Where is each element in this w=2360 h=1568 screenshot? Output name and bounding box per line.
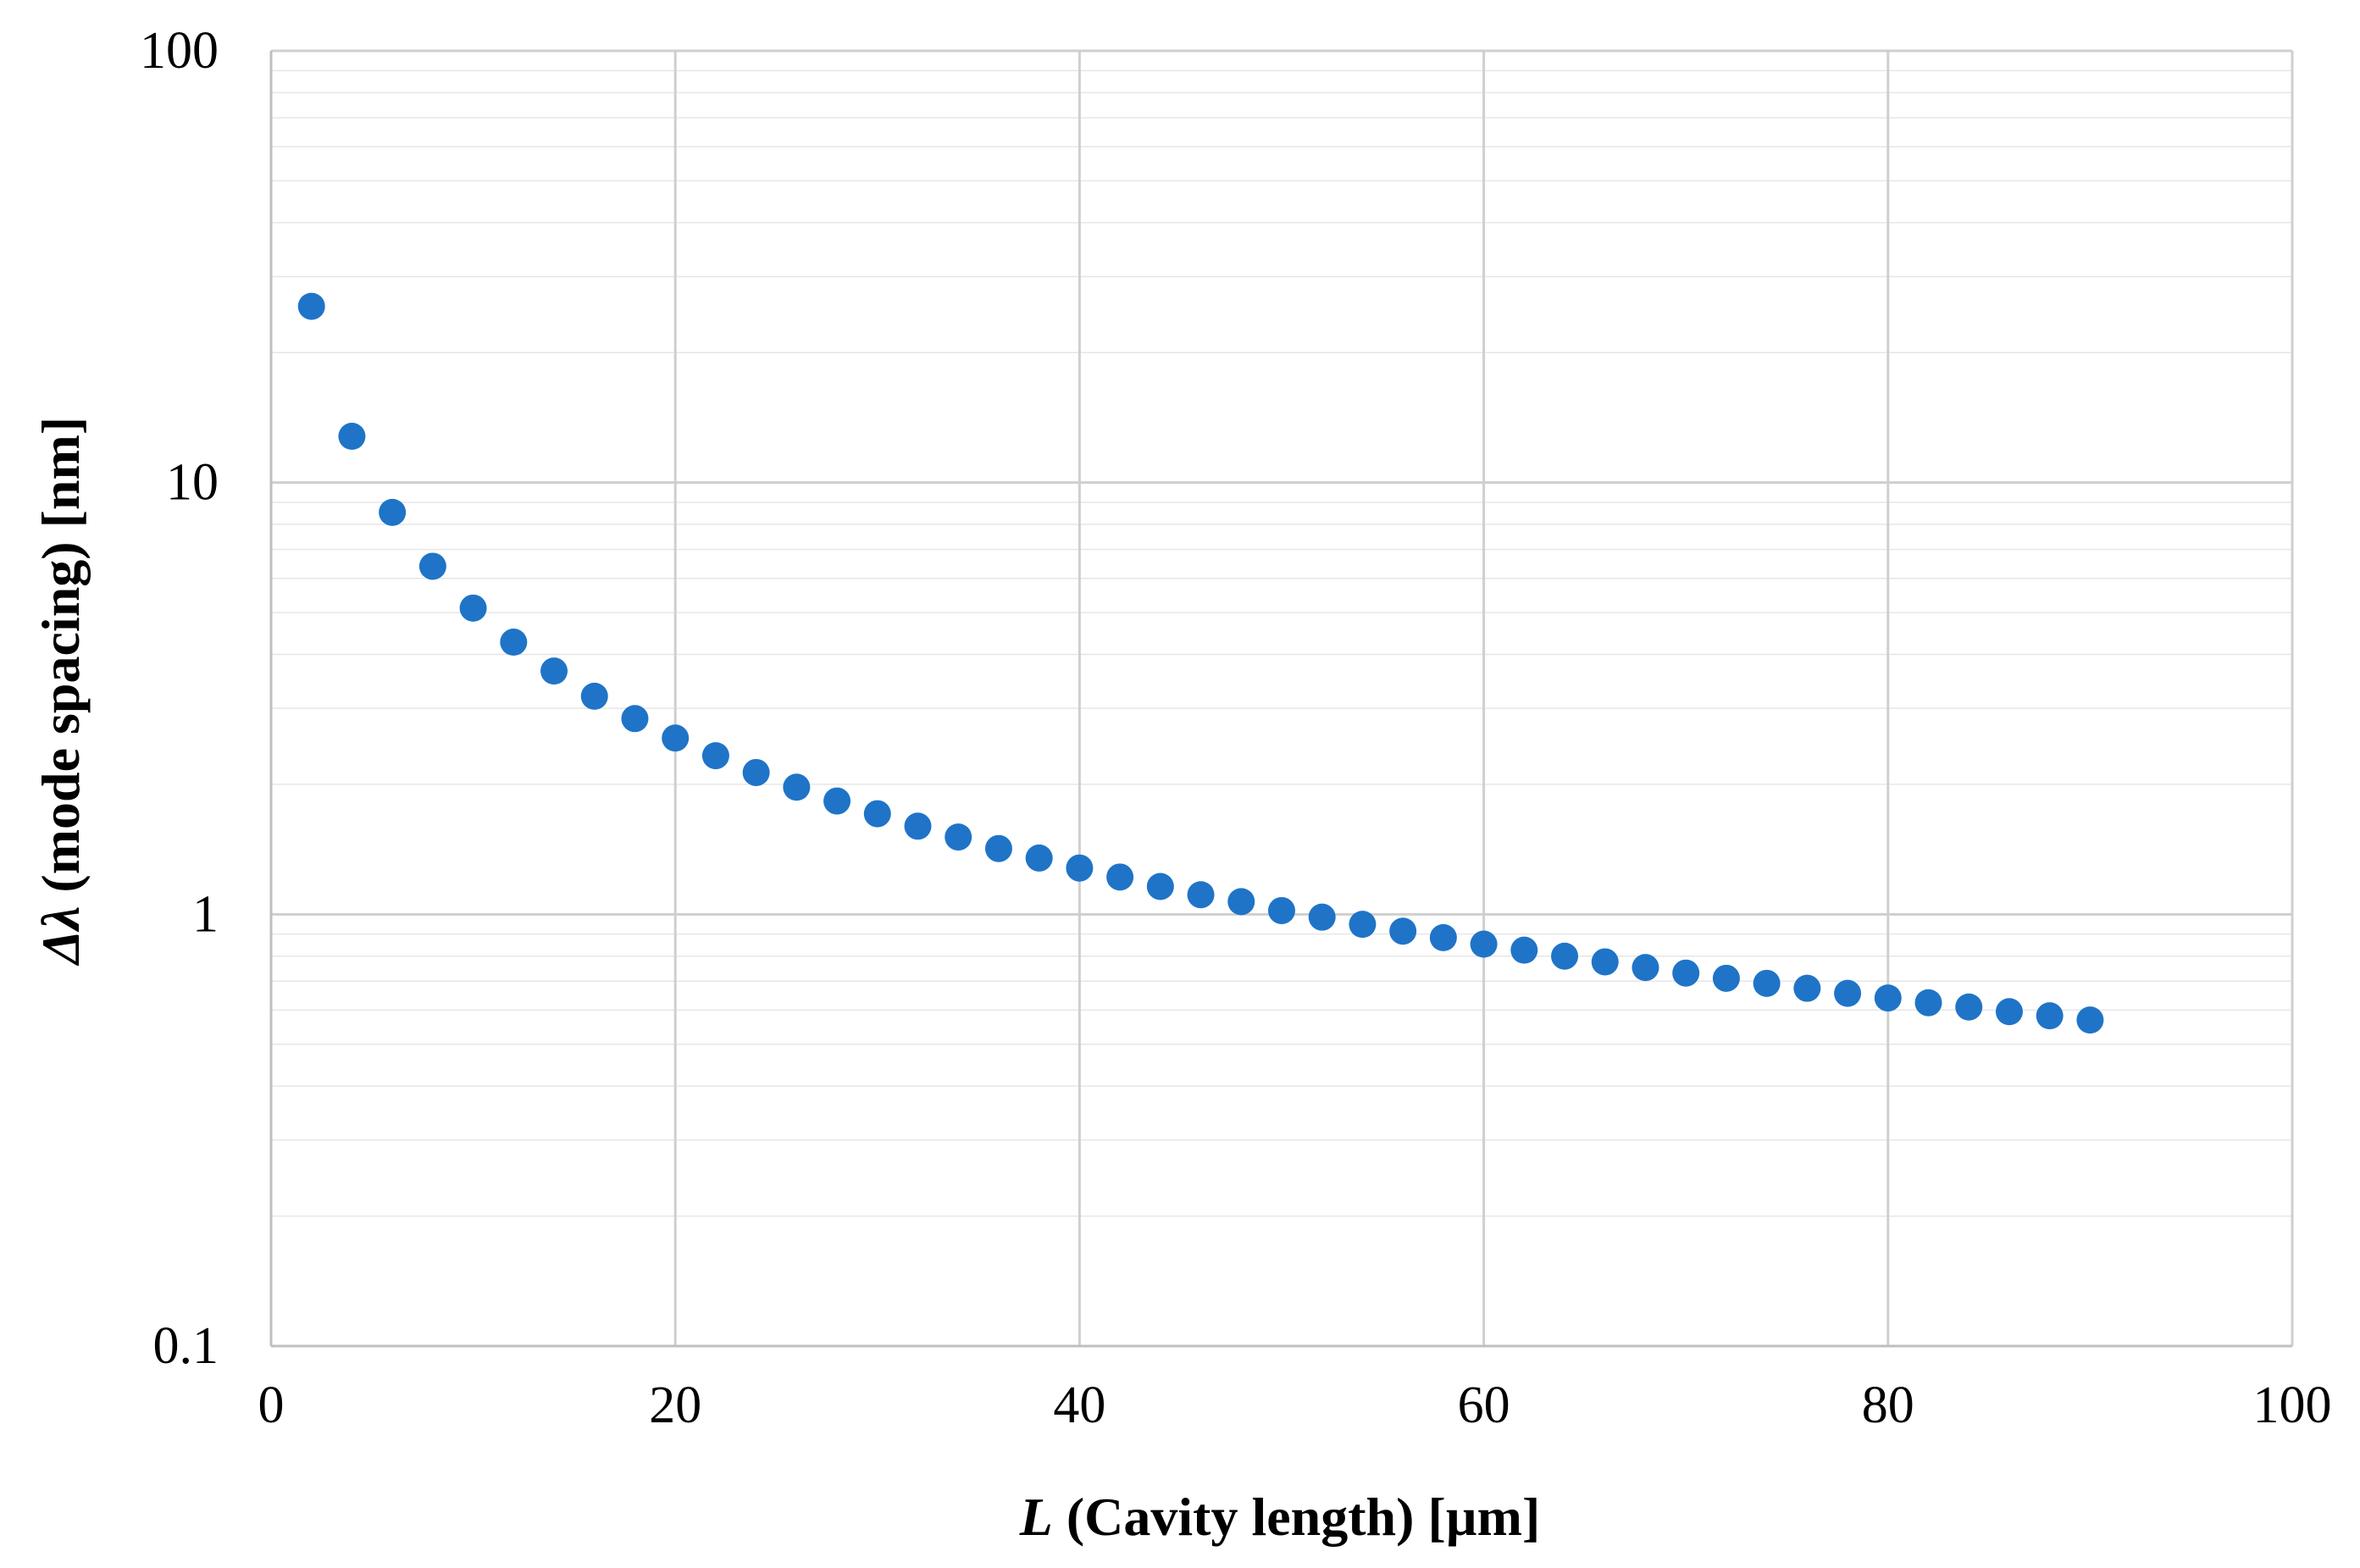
data-point [1146, 873, 1174, 900]
data-point [1308, 903, 1336, 931]
x-tick-label: 60 [1458, 1377, 1510, 1434]
data-point [459, 594, 487, 622]
x-axis-symbol: L [1019, 1487, 1053, 1547]
data-point [1389, 917, 1417, 945]
y-tick-label: 10 [166, 454, 219, 512]
data-point [662, 724, 690, 752]
data-point [1106, 863, 1134, 891]
data-point [1187, 881, 1215, 909]
x-tick-label: 20 [649, 1377, 701, 1434]
data-point [945, 823, 972, 851]
y-axis-label: (mode spacing) [nm] [30, 417, 91, 906]
x-axis-title: L (Cavity length) [µm] [1019, 1487, 1541, 1547]
x-tick-label: 80 [1862, 1377, 1914, 1434]
data-point [1874, 984, 1902, 1012]
data-point [984, 834, 1012, 862]
data-point [1834, 979, 1862, 1007]
x-tick-label: 40 [1053, 1377, 1105, 1434]
data-point [1349, 911, 1377, 939]
data-point [540, 657, 568, 685]
y-tick-labels: 0.1 1 10 100 [140, 22, 219, 1375]
y-tick-label: 100 [140, 22, 219, 80]
data-point [621, 705, 649, 733]
y-axis-symbol: Δλ [30, 906, 91, 967]
y-axis-title: Δλ (mode spacing) [nm] [30, 417, 91, 967]
data-point [1429, 923, 1457, 951]
data-point [1025, 844, 1053, 872]
x-tick-labels: 0 20 40 60 80 100 [258, 1377, 2332, 1434]
data-point [1227, 888, 1255, 916]
data-point [580, 682, 608, 710]
data-point [500, 629, 528, 657]
data-point [1591, 948, 1619, 976]
data-point [1995, 998, 2023, 1026]
data-point [1470, 930, 1498, 958]
data-point [379, 498, 407, 526]
data-point [297, 292, 325, 320]
data-point [1632, 954, 1659, 982]
data-point [1712, 964, 1740, 992]
data-point [863, 800, 891, 828]
data-point [904, 812, 932, 840]
data-point [1793, 974, 1821, 1002]
x-axis-label: (Cavity length) [µm] [1053, 1487, 1540, 1547]
y-tick-label: 0.1 [153, 1317, 219, 1375]
data-point [701, 742, 729, 770]
data-point [338, 423, 366, 451]
data-point [1672, 959, 1700, 987]
data-point [1066, 854, 1094, 882]
data-point [783, 773, 811, 801]
data-points [297, 292, 2104, 1034]
data-point [1510, 936, 1538, 964]
data-point [2036, 1002, 2064, 1030]
data-point [1914, 989, 1942, 1017]
data-point [742, 758, 770, 786]
data-point [418, 552, 446, 580]
data-point [1268, 896, 1295, 924]
data-point [823, 787, 851, 815]
major-gridlines [269, 49, 2294, 1348]
y-tick-label: 1 [192, 885, 219, 943]
axes [269, 51, 2292, 1348]
x-tick-label: 100 [2253, 1377, 2332, 1434]
data-point [1753, 969, 1781, 997]
x-tick-label: 0 [258, 1377, 285, 1434]
minor-gridlines [271, 69, 2292, 1217]
data-point [1551, 942, 1579, 970]
data-point [2076, 1006, 2104, 1034]
data-point [1955, 993, 1983, 1021]
